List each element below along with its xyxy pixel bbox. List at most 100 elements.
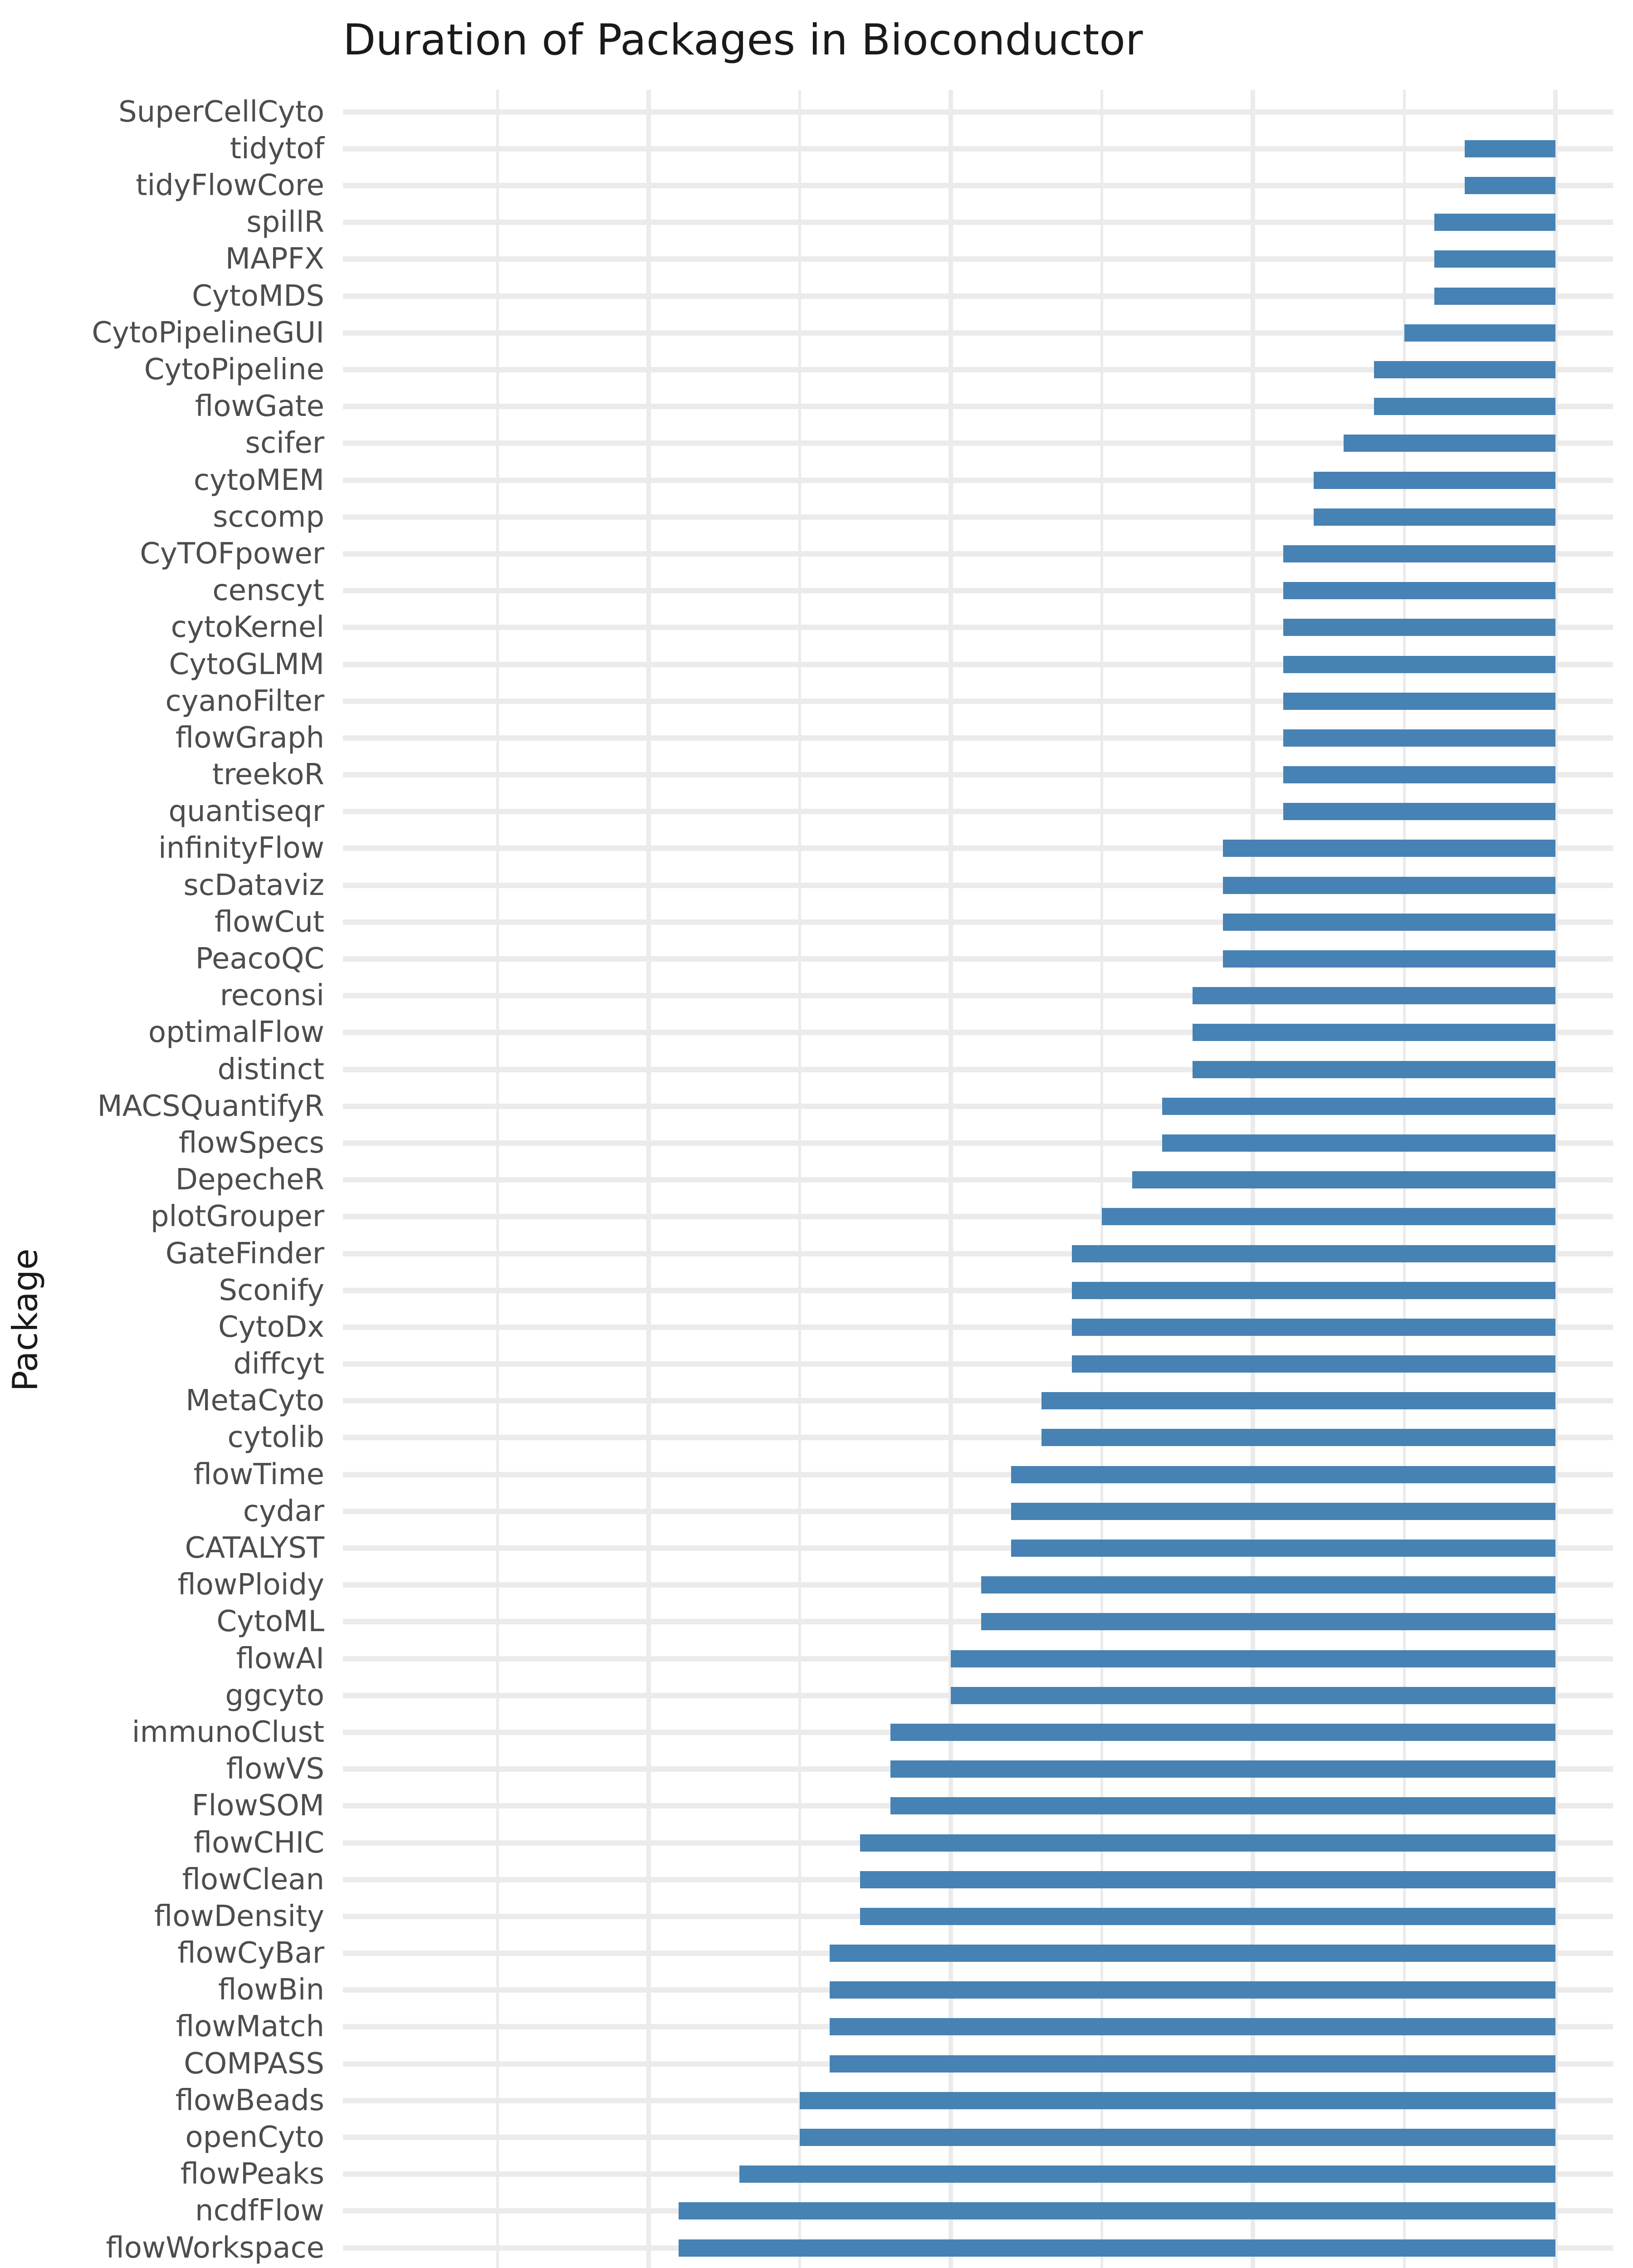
bar: [1193, 1061, 1555, 1078]
package-label: MACSQuantifyR: [97, 1089, 324, 1123]
bar: [1283, 729, 1555, 747]
package-label: CytoMDS: [192, 279, 324, 313]
bar: [799, 2129, 1555, 2146]
package-label: flowMatch: [176, 2010, 324, 2044]
package-label: DepecheR: [175, 1163, 324, 1197]
bar: [1283, 692, 1555, 710]
bar: [830, 1981, 1555, 1999]
bar: [1102, 1208, 1555, 1226]
bar: [830, 1945, 1555, 1962]
bar: [860, 1871, 1555, 1888]
package-label: flowBeads: [175, 2083, 324, 2117]
package-label: FlowSOM: [191, 1789, 324, 1823]
package-label: plotGrouper: [150, 1200, 324, 1234]
bar: [1162, 1134, 1555, 1152]
package-label: tidyFlowCore: [136, 169, 324, 203]
package-label: distinct: [217, 1052, 324, 1086]
package-label: reconsi: [220, 979, 324, 1013]
package-label: treekoR: [212, 758, 324, 792]
bar: [1222, 950, 1555, 968]
bar: [860, 1834, 1555, 1852]
chart-title: Duration of Packages in Bioconductor: [343, 15, 1143, 65]
row-gridline: [343, 440, 1613, 446]
row-gridline: [343, 109, 1613, 115]
row-gridline: [343, 367, 1613, 373]
bar: [951, 1686, 1555, 1704]
bar: [739, 2165, 1555, 2183]
bar: [1071, 1318, 1555, 1336]
row-gridline: [343, 183, 1613, 189]
bar: [1011, 1466, 1555, 1483]
package-label: flowBin: [218, 1973, 324, 2007]
bar: [1222, 876, 1555, 894]
bar: [1283, 766, 1555, 784]
bar: [830, 2055, 1555, 2072]
package-label: SuperCellCyto: [118, 95, 324, 129]
row-gridline: [343, 146, 1613, 152]
package-label: quantiseqr: [168, 795, 325, 829]
bar: [1222, 913, 1555, 931]
package-label: diffcyt: [233, 1347, 324, 1381]
package-label: flowCyBar: [177, 1936, 324, 1970]
package-label: MAPFX: [225, 242, 324, 276]
package-label: optimalFlow: [148, 1016, 324, 1050]
package-label: CyTOFpower: [140, 537, 324, 571]
bar: [1071, 1245, 1555, 1262]
bar: [1283, 655, 1555, 673]
bar: [1434, 214, 1555, 231]
bar: [1464, 140, 1555, 157]
package-label: flowPeaks: [180, 2157, 324, 2191]
package-label: COMPASS: [184, 2047, 324, 2081]
bar: [1132, 1171, 1555, 1189]
row-gridline: [343, 256, 1613, 262]
package-label: cytoKernel: [171, 611, 324, 645]
bar: [1222, 840, 1555, 857]
package-label: scifer: [245, 426, 324, 460]
package-label: MetaCyto: [186, 1384, 324, 1418]
package-label: CytoPipeline: [144, 353, 324, 387]
row-gridline: [343, 293, 1613, 299]
bar: [1374, 361, 1555, 379]
bar: [1162, 1097, 1555, 1115]
package-label: Sconify: [219, 1273, 324, 1307]
bar: [981, 1576, 1555, 1594]
package-label: CytoML: [216, 1605, 324, 1639]
bar: [1434, 287, 1555, 305]
package-label: CytoDx: [218, 1310, 324, 1344]
package-label: PeacoQC: [195, 942, 324, 976]
package-label: cyanoFilter: [165, 684, 325, 718]
package-label: flowPloidy: [177, 1568, 324, 1602]
package-label: scDataviz: [183, 868, 324, 902]
package-label: ggcyto: [225, 1678, 324, 1712]
package-label: spillR: [246, 205, 324, 240]
package-label: ncdfFlow: [195, 2194, 324, 2228]
package-label: flowDensity: [154, 1899, 324, 1933]
package-label: infinityFlow: [158, 831, 324, 865]
bar: [1283, 545, 1555, 562]
bar: [981, 1613, 1555, 1631]
bar: [1344, 435, 1555, 452]
bar: [1464, 177, 1555, 195]
package-label: CytoPipelineGUI: [92, 316, 324, 350]
package-label: flowSpecs: [179, 1126, 324, 1160]
bar: [890, 1797, 1555, 1815]
bar: [1434, 250, 1555, 268]
bar: [1283, 582, 1555, 600]
bar: [1011, 1502, 1555, 1520]
bar: [860, 1907, 1555, 1925]
package-label: CATALYST: [185, 1531, 324, 1565]
package-label: censcyt: [212, 574, 324, 608]
bar: [679, 2202, 1555, 2220]
plot-panel: [343, 90, 1613, 2268]
package-label: immunoClust: [132, 1715, 324, 1749]
bar: [1374, 398, 1555, 415]
bar: [1193, 987, 1555, 1005]
bar: [1313, 471, 1555, 489]
bar: [1071, 1355, 1555, 1373]
bar: [830, 2018, 1555, 2036]
bar: [1193, 1024, 1555, 1041]
bar: [1041, 1429, 1555, 1447]
bar: [890, 1760, 1555, 1778]
package-label: cytolib: [227, 1421, 325, 1455]
